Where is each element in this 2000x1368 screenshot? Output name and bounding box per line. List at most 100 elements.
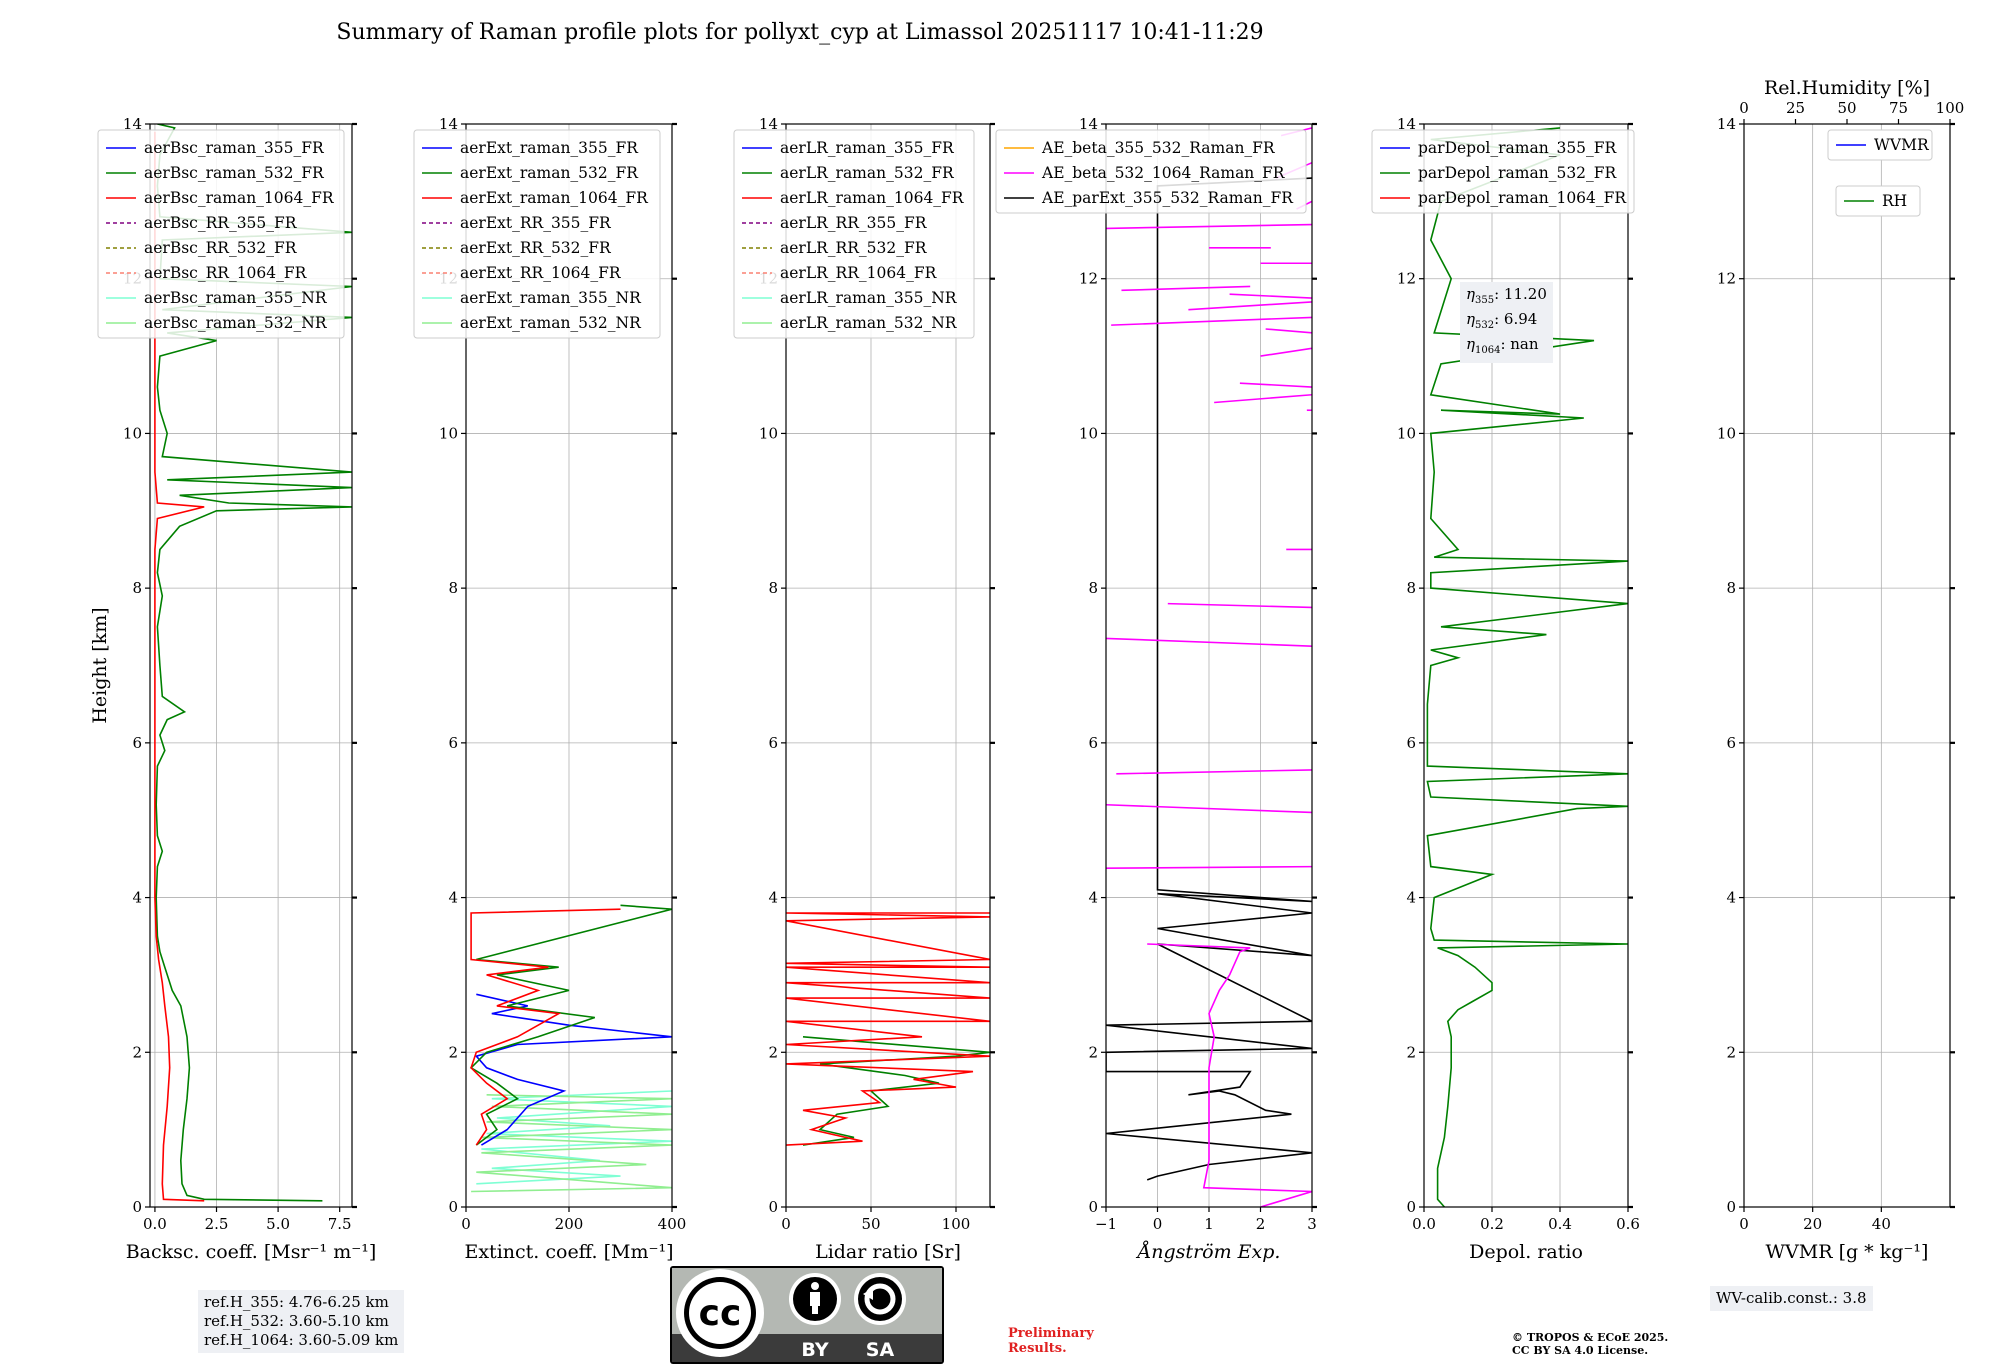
y-tick-label: 0	[1406, 1198, 1416, 1216]
legend-label: aerExt_raman_355_FR	[460, 139, 639, 157]
x-tick-label: 50	[861, 1215, 880, 1233]
legend: aerBsc_raman_355_FR aerBsc_raman_532_FRae…	[97, 129, 345, 339]
y-tick-label: 6	[132, 734, 142, 752]
y-tick-label: 0	[1726, 1198, 1736, 1216]
legend-label: aerLR_RR_355_FR	[780, 214, 928, 232]
cc-text: cc	[699, 1293, 742, 1334]
legend-label: parDepol_raman_1064_FR	[1418, 189, 1627, 207]
series-AE_parExt_355_532_Raman_FR	[1106, 177, 1312, 1181]
legend-box	[995, 129, 1307, 214]
plot-area	[1426, 127, 1628, 1207]
panel-3: 02468101214050100Lidar ratio [Sr]aerLR_r…	[733, 115, 995, 1263]
series-AE_beta_532_1064_Raman_FR_hlines-segment	[1116, 769, 1312, 775]
legend-label: aerLR_raman_355_NR	[780, 289, 958, 307]
series-AE_beta_532_1064_Raman_FR_hlines-segment	[1214, 393, 1312, 404]
legend-label: aerExt_RR_1064_FR	[460, 264, 622, 282]
series-AE_beta_532_1064_Raman_FR_hlines-segment	[1260, 347, 1312, 357]
x-tick-label: 0	[461, 1215, 471, 1233]
y-tick-label: 10	[759, 424, 778, 442]
preliminary-note: Preliminary Results.	[1008, 1326, 1094, 1356]
plot-area	[469, 904, 672, 1193]
top-x-tick-label: 75	[1889, 99, 1908, 117]
legend-label: aerLR_RR_532_FR	[780, 239, 928, 257]
series-AE_beta_532_1064_Raman_FR_hlines-segment	[1106, 865, 1312, 869]
axes-frame	[1743, 123, 1951, 1208]
x-axis-label: Ångström Exp.	[1136, 1241, 1281, 1263]
top-x-tick-label: 50	[1837, 99, 1856, 117]
panel-2: 024681012140200400Extinct. coeff. [Mm⁻¹]…	[413, 115, 687, 1263]
y-tick-label: 4	[1088, 889, 1098, 907]
x-axis-label: Backsc. coeff. [Msr⁻¹ m⁻¹]	[126, 1241, 377, 1263]
series-AE_beta_532_1064_Raman_FR_hlines-segment	[1239, 382, 1312, 388]
y-tick-label: 2	[1726, 1043, 1736, 1061]
legend-rh: RH	[1835, 185, 1921, 217]
y-tick-label: 8	[448, 579, 458, 597]
series-AE_beta_532_1064_Raman_FR_hlines-segment	[1111, 316, 1312, 326]
y-tick-label: 2	[1406, 1043, 1416, 1061]
legend-label: aerBsc_RR_532_FR	[144, 239, 298, 257]
legend-label: RH	[1882, 192, 1907, 210]
x-tick-label: 400	[658, 1215, 687, 1233]
legend-label: aerExt_raman_532_FR	[460, 164, 639, 182]
legend-label: AE_beta_355_532_Raman_FR	[1041, 139, 1276, 157]
ref-height-532: ref.H_532: 3.60-5.10 km	[204, 1312, 389, 1330]
x-tick-label: 100	[942, 1215, 971, 1233]
y-tick-label: 2	[768, 1043, 778, 1061]
cc-license-badge[interactable]: cc BY SA	[670, 1266, 944, 1364]
y-tick-label: 12	[1397, 270, 1416, 288]
legend-label: aerLR_raman_355_FR	[780, 139, 955, 157]
y-tick-label: 14	[759, 115, 778, 133]
y-tick-label: 2	[1088, 1043, 1098, 1061]
plot-area	[1106, 127, 1312, 1207]
eta-1064: η1064: nan	[1466, 335, 1539, 356]
x-tick-label: 0.4	[1548, 1215, 1572, 1233]
y-tick-label: 14	[1079, 115, 1098, 133]
ref-height-1064: ref.H_1064: 3.60-5.09 km	[204, 1331, 399, 1349]
x-tick-label: 0.6	[1616, 1215, 1640, 1233]
y-tick-label: 4	[1726, 889, 1736, 907]
series-aerExt_raman_355_NR	[476, 1090, 672, 1185]
legend: AE_beta_355_532_Raman_FR AE_beta_532_1064…	[995, 129, 1307, 214]
series-AE_beta_532_1064_Raman_FR_hlines-segment	[1167, 602, 1312, 609]
top-x-tick-label: 25	[1786, 99, 1805, 117]
series-aerExt_raman_1064_FR	[470, 908, 621, 1146]
y-tick-label: 14	[1717, 115, 1736, 133]
x-tick-label: 1	[1204, 1215, 1214, 1233]
series-AE_beta_532_1064_Raman_FR_hlines-segment	[1106, 223, 1312, 230]
series-aerExt_raman_355_FR	[474, 993, 672, 1146]
y-tick-label: 14	[439, 115, 458, 133]
ref-heights-box: ref.H_355: 4.76-6.25 km ref.H_532: 3.60-…	[198, 1290, 405, 1353]
legend-label: aerBsc_raman_532_NR	[144, 314, 328, 332]
x-tick-label: 0	[1153, 1215, 1163, 1233]
y-tick-label: 10	[1079, 424, 1098, 442]
copyright-note: © TROPOS & ECoE 2025. CC BY SA 4.0 Licen…	[1512, 1331, 1669, 1357]
panel-5: 0 2 4 6 8 10 12 14 0.0 0.2 0.4 0.6 Depol. ratio parDe…	[1371, 115, 1640, 1263]
legend-label: aerExt_RR_355_FR	[460, 214, 612, 232]
y-tick-label: 8	[768, 579, 778, 597]
legend-label: parDepol_raman_355_FR	[1418, 139, 1618, 157]
series-aerExt_raman_532_NR	[471, 1094, 672, 1193]
y-tick-label: 8	[1726, 579, 1736, 597]
y-tick-label: 12	[1717, 270, 1736, 288]
y-tick-label: 4	[768, 889, 778, 907]
y-tick-label: 8	[132, 579, 142, 597]
y-tick-label: 8	[1088, 579, 1098, 597]
y-tick-label: 6	[1726, 734, 1736, 752]
x-axis-label: Lidar ratio [Sr]	[815, 1241, 961, 1263]
x-tick-label: −1	[1095, 1215, 1117, 1233]
y-tick-label: 0	[132, 1198, 142, 1216]
legend-box	[1835, 185, 1921, 217]
legend-label: aerExt_raman_1064_FR	[460, 189, 649, 207]
axes-frame	[149, 123, 353, 1208]
legend-label: AE_beta_532_1064_Raman_FR	[1041, 164, 1286, 182]
series-AE_beta_532_1064_Raman_FR_hlines-segment	[1229, 293, 1312, 299]
legend-label: aerExt_raman_355_NR	[460, 289, 642, 307]
y-tick-label: 0	[1088, 1198, 1098, 1216]
x-tick-label: 200	[555, 1215, 584, 1233]
series-aerLR_raman_1064_FR	[786, 912, 990, 1146]
legend-label: aerLR_raman_1064_FR	[780, 189, 965, 207]
eta-355: η355: 11.20	[1466, 285, 1547, 306]
